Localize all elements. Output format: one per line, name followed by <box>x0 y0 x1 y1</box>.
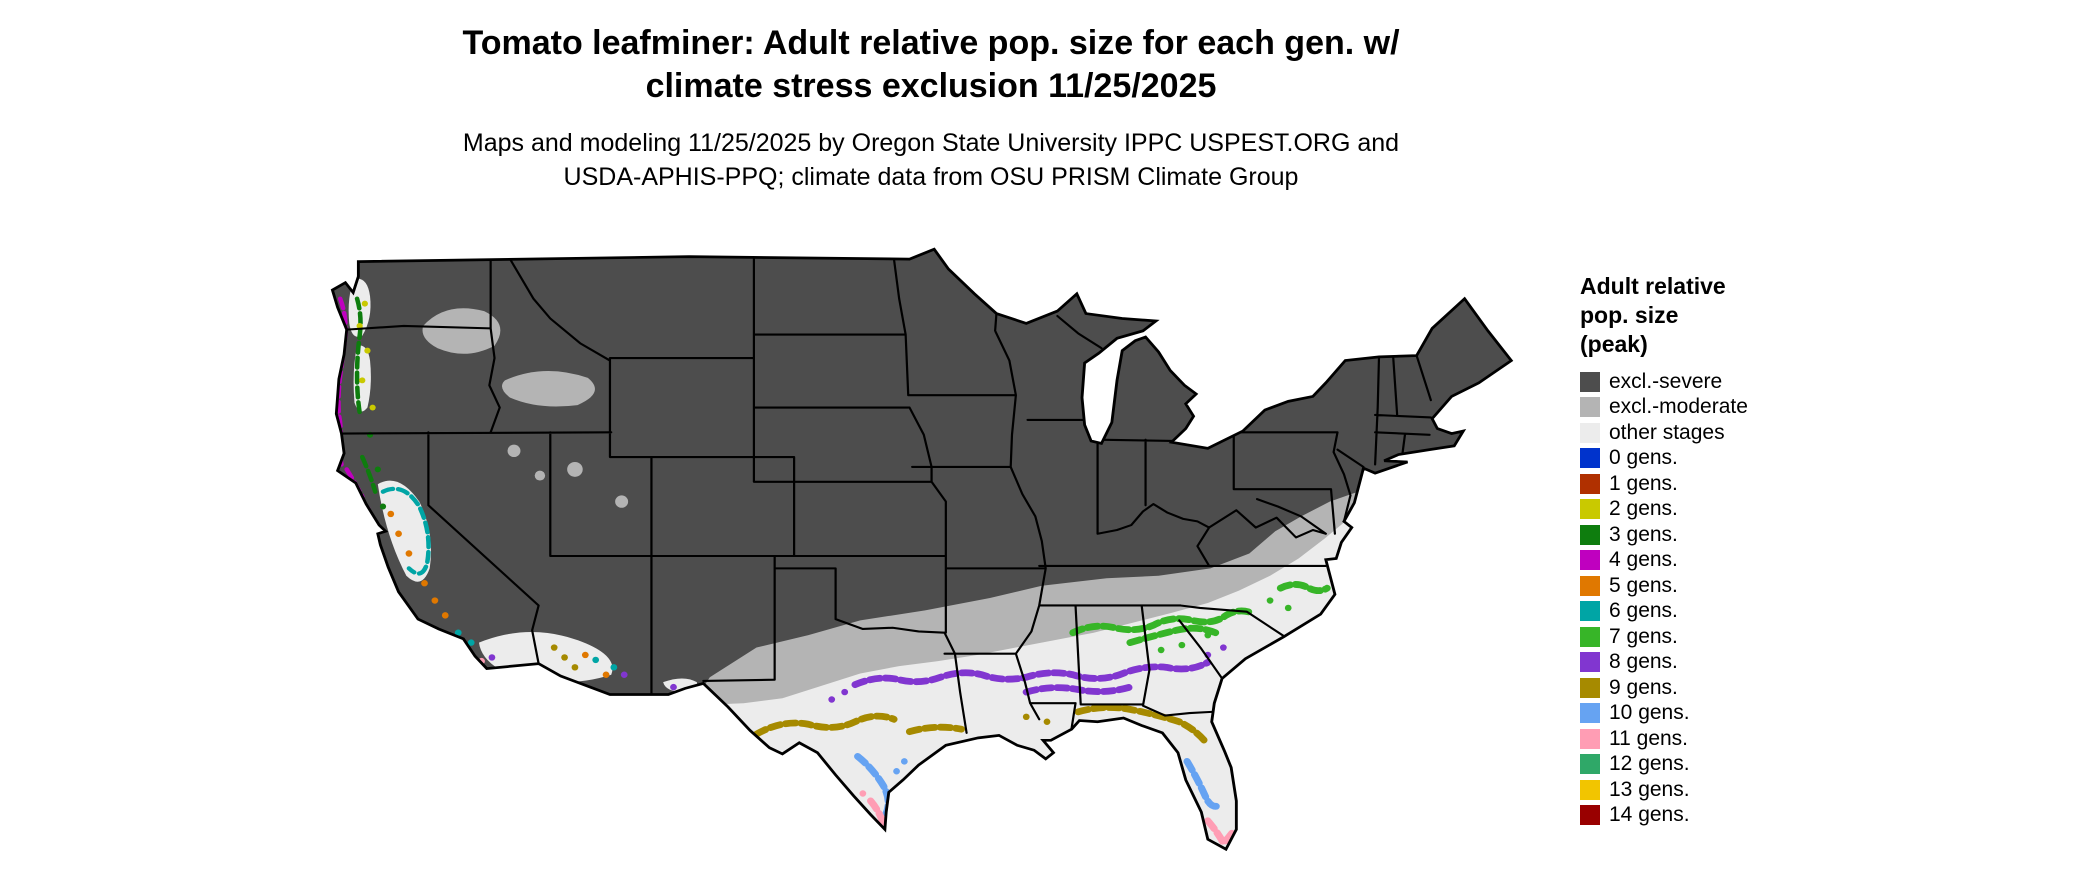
legend-item-label: 12 gens. <box>1609 752 1690 776</box>
us-map <box>300 222 1545 890</box>
legend-title-line3: (peak) <box>1580 331 1648 357</box>
map-subtitle-line2: USDA-APHIS-PPQ; climate data from OSU PR… <box>563 163 1299 191</box>
legend-item: 1 gens. <box>1580 471 1880 497</box>
map-title-line2: climate stress exclusion 11/25/2025 <box>645 67 1217 105</box>
map-title-line1: Tomato leafminer: Adult relative pop. si… <box>462 24 1400 62</box>
legend-color-swatch <box>1580 728 1600 749</box>
legend-item: 9 gens. <box>1580 675 1880 701</box>
legend-item: 14 gens. <box>1580 803 1880 829</box>
legend-title-line1: Adult relative <box>1580 273 1726 299</box>
legend-item: excl.-severe <box>1580 369 1880 395</box>
legend-color-swatch <box>1580 473 1600 494</box>
band-11-gens <box>867 797 1238 847</box>
legend-item: other stages <box>1580 420 1880 446</box>
legend-item-label: other stages <box>1609 420 1725 444</box>
legend-color-swatch <box>1580 703 1600 724</box>
legend-item-label: 14 gens. <box>1609 803 1690 827</box>
legend-color-swatch <box>1580 626 1600 647</box>
patch-ut <box>615 495 629 508</box>
legend-color-swatch <box>1580 754 1600 775</box>
legend-item-label: 9 gens. <box>1609 675 1678 699</box>
legend-color-swatch <box>1580 397 1600 418</box>
legend-item: 0 gens. <box>1580 446 1880 472</box>
band-8-gens <box>851 658 1212 696</box>
patch-columbia-basin <box>422 308 501 354</box>
speckles-12-gens <box>1202 857 1229 867</box>
legend-item: 12 gens. <box>1580 752 1880 778</box>
legend-title: Adult relative pop. size (peak) <box>1580 272 1880 359</box>
band-3-gens-coast <box>354 296 378 494</box>
legend-item-label: 7 gens. <box>1609 624 1678 648</box>
legend-item-label: 6 gens. <box>1609 599 1678 623</box>
legend-item: 2 gens. <box>1580 497 1880 523</box>
legend-color-swatch <box>1580 550 1600 571</box>
legend-item-label: 3 gens. <box>1609 522 1678 546</box>
legend: Adult relative pop. size (peak) excl.-se… <box>1580 272 1880 828</box>
legend-color-swatch <box>1580 677 1600 698</box>
legend-color-swatch <box>1580 575 1600 596</box>
legend-item: 3 gens. <box>1580 522 1880 548</box>
legend-color-swatch <box>1580 448 1600 469</box>
speckles-9-gens <box>550 644 1051 725</box>
legend-item-label: 0 gens. <box>1609 446 1678 470</box>
legend-color-swatch <box>1580 652 1600 673</box>
legend-items: excl.-severe excl.-moderate other stages… <box>1580 369 1880 828</box>
speckles-2-gens <box>356 300 376 411</box>
speckles-6-gens <box>454 629 618 671</box>
legend-item-label: excl.-severe <box>1609 369 1723 393</box>
legend-item: 11 gens. <box>1580 726 1880 752</box>
legend-item-label: 1 gens. <box>1609 471 1678 495</box>
legend-color-swatch <box>1580 371 1600 392</box>
legend-color-swatch <box>1580 422 1600 443</box>
legend-item-label: 4 gens. <box>1609 548 1678 572</box>
us-map-svg <box>330 247 1513 867</box>
legend-item: 7 gens. <box>1580 624 1880 650</box>
band-9-gens <box>752 704 1209 745</box>
legend-color-swatch <box>1580 499 1600 520</box>
legend-item: excl.-moderate <box>1580 395 1880 421</box>
map-subtitle-line1: Maps and modeling 11/25/2025 by Oregon S… <box>462 129 1400 157</box>
legend-item: 13 gens. <box>1580 777 1880 803</box>
legend-item: 6 gens. <box>1580 599 1880 625</box>
legend-item: 5 gens. <box>1580 573 1880 599</box>
map-subtitle: Maps and modeling 11/25/2025 by Oregon S… <box>0 126 1862 194</box>
map-title: Tomato leafminer: Adult relative pop. si… <box>0 22 1862 108</box>
legend-title-line2: pop. size <box>1580 302 1679 328</box>
legend-color-swatch <box>1580 805 1600 826</box>
legend-item: 10 gens. <box>1580 701 1880 727</box>
legend-color-swatch <box>1580 524 1600 545</box>
legend-item-label: 11 gens. <box>1609 726 1689 750</box>
patch-nv3 <box>534 470 546 481</box>
legend-item: 4 gens. <box>1580 548 1880 574</box>
patch-nv2 <box>507 444 521 458</box>
legend-color-swatch <box>1580 601 1600 622</box>
legend-item-label: 8 gens. <box>1609 650 1678 674</box>
legend-item: 8 gens. <box>1580 650 1880 676</box>
legend-item-label: 10 gens. <box>1609 701 1690 725</box>
legend-color-swatch <box>1580 779 1600 800</box>
legend-item-label: excl.-moderate <box>1609 395 1748 419</box>
speckles-7-gens <box>1157 597 1292 654</box>
legend-item-label: 13 gens. <box>1609 777 1690 801</box>
speckles-8-gens <box>488 644 1227 703</box>
legend-item-label: 5 gens. <box>1609 573 1678 597</box>
band-6-gens-valley <box>380 486 431 576</box>
patch-nv <box>567 461 583 477</box>
legend-item-label: 2 gens. <box>1609 497 1678 521</box>
state-borders <box>340 258 1432 734</box>
header: Tomato leafminer: Adult relative pop. si… <box>0 22 1862 194</box>
patch-snake-plain <box>501 371 595 407</box>
